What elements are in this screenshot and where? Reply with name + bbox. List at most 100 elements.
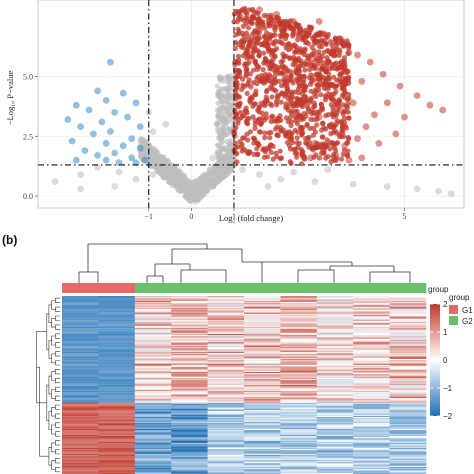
heatmap-cell: [280, 430, 318, 432]
heatmap-cell: [134, 349, 172, 351]
heatmap-cell: [280, 298, 318, 300]
heatmap-cell: [280, 425, 318, 427]
heatmap-cell: [389, 300, 427, 303]
up-point: [311, 104, 317, 110]
heatmap-cell: [244, 386, 281, 388]
ns-point: [94, 164, 101, 171]
heatmap-cell: [98, 462, 136, 464]
heatmap-cell: [98, 375, 136, 377]
heatmap-cell: [353, 299, 390, 302]
group-cell-g2: [353, 283, 390, 293]
heatmap-cell: [389, 375, 427, 377]
heatmap-cell: [280, 469, 318, 471]
y-axis-label: −Log₁₀ P−value: [5, 71, 15, 126]
heatmap-cell: [98, 360, 136, 362]
heatmap-cell: [353, 458, 390, 461]
heatmap-cell: [134, 446, 172, 449]
heatmap-cell: [316, 348, 354, 350]
heatmap-cell: [389, 417, 427, 419]
heatmap-cell: [207, 310, 245, 312]
heatmap-cell: [62, 403, 99, 406]
heatmap-cell: [171, 363, 208, 366]
heatmap-cell: [280, 400, 318, 402]
heatmap-cell: [280, 415, 318, 418]
heatmap-cell: [171, 330, 208, 332]
heatmap-cell: [171, 438, 208, 440]
heatmap-cell: [171, 303, 208, 305]
heatmap-cell: [207, 456, 245, 458]
heatmap-cell: [171, 409, 208, 412]
heatmap-cell: [134, 444, 172, 446]
heatmap-cell: [62, 341, 99, 343]
heatmap-cell: [316, 318, 354, 321]
heatmap-cell: [316, 434, 354, 437]
heatmap-cell: [98, 465, 136, 468]
row-dendro-branch: [55, 422, 60, 428]
heatmap-cell: [98, 320, 136, 323]
heatmap-cell: [389, 296, 427, 298]
heatmap-cell: [98, 440, 136, 443]
heatmap-cell: [171, 468, 208, 470]
heatmap-cell: [62, 312, 99, 315]
heatmap-cell: [280, 387, 318, 389]
heatmap-cell: [62, 414, 99, 417]
ns-point: [256, 171, 263, 178]
heatmap-cell: [316, 349, 354, 351]
heatmap-cell: [171, 326, 208, 329]
heatmap-cell: [171, 434, 208, 437]
heatmap-cell: [280, 409, 318, 412]
heatmap-cell: [171, 433, 208, 436]
heatmap-cell: [134, 418, 172, 420]
heatmap-cell: [316, 301, 354, 304]
heatmap-cell: [280, 399, 318, 401]
heatmap-cell: [280, 343, 318, 345]
heatmap-cell: [62, 364, 99, 367]
heatmap-cell: [171, 426, 208, 429]
heatmap-cell: [389, 468, 427, 470]
up-point: [327, 66, 333, 72]
heatmap-cell: [389, 312, 427, 315]
heatmap-cell: [207, 465, 245, 468]
up-point: [311, 140, 319, 147]
heatmap-cell: [171, 358, 208, 361]
heatmap-cell: [62, 317, 99, 319]
heatmap-cell: [353, 332, 390, 335]
heatmap-cell: [389, 316, 427, 318]
ns-point: [290, 168, 297, 176]
heatmap-cell: [389, 424, 427, 426]
heatmap-cell: [62, 324, 99, 326]
row-dendro-branch: [48, 375, 52, 395]
ns-point: [216, 116, 222, 122]
heatmap-cell: [244, 379, 281, 381]
heatmap-cell: [244, 352, 281, 355]
heatmap-cell: [353, 403, 390, 406]
heatmap-cell: [207, 297, 245, 299]
up-point: [366, 58, 374, 66]
up-point: [239, 141, 245, 147]
heatmap-cell: [171, 333, 208, 336]
up-point: [262, 135, 268, 141]
heatmap-cell: [207, 405, 245, 407]
heatmap-cell: [62, 335, 99, 337]
heatmap-cell: [134, 310, 172, 312]
heatmap-cell: [98, 455, 136, 457]
row-dendro-branch: [51, 371, 56, 381]
heatmap-cell: [244, 459, 281, 462]
heatmap-cell: [171, 417, 208, 419]
heatmap-cell: [62, 469, 99, 471]
heatmap-cell: [353, 406, 390, 408]
heatmap-cell: [353, 335, 390, 337]
heatmap-cell: [62, 405, 99, 407]
up-point: [358, 154, 366, 162]
heatmap-cell: [280, 418, 318, 420]
heatmap-cell: [316, 470, 354, 472]
heatmap-cell: [62, 318, 99, 321]
heatmap-cell: [316, 326, 354, 329]
down-point: [107, 58, 114, 66]
heatmap-cell: [353, 431, 390, 433]
up-point: [247, 71, 253, 77]
heatmap-cell: [389, 343, 427, 345]
heatmap-cell: [62, 426, 99, 429]
heatmap-cell: [353, 348, 390, 350]
up-point: [298, 58, 304, 64]
